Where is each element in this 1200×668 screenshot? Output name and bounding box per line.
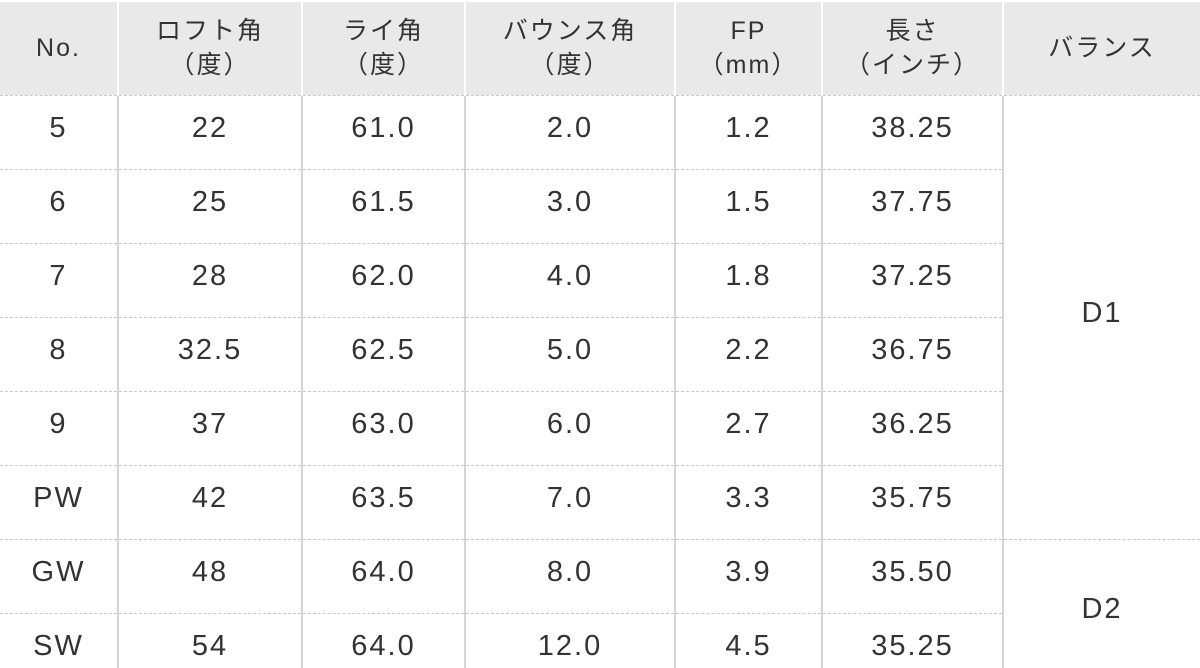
header-cell-no: No.	[0, 0, 118, 96]
header-label: ライ角	[342, 17, 424, 46]
cell-no: 9	[0, 390, 118, 465]
header-cell-length: 長さ （インチ）	[821, 0, 1003, 96]
cell-loft: 37	[117, 390, 302, 465]
header-label: バランス	[1048, 34, 1156, 63]
cell-lie: 64.0	[301, 538, 465, 613]
cell-loft: 25	[117, 168, 302, 243]
cell-loft: 48	[117, 538, 302, 613]
cell-length: 35.75	[821, 464, 1003, 539]
cell-fp: 1.8	[674, 242, 822, 317]
cell-no: 5	[0, 94, 118, 169]
cell-length: 38.25	[821, 94, 1003, 169]
header-row: No. ロフト角 （度） ライ角 （度） バウンス角 （度） FP （mm	[0, 0, 1200, 96]
header-label: ロフト角	[155, 17, 264, 46]
header-cell-loft: ロフト角 （度）	[117, 0, 302, 96]
cell-fp: 3.3	[674, 464, 822, 539]
cell-bounce: 3.0	[464, 168, 675, 243]
cell-loft: 32.5	[117, 316, 302, 391]
cell-bounce: 5.0	[464, 316, 675, 391]
cell-lie: 62.5	[301, 316, 465, 391]
cell-length: 36.25	[821, 390, 1003, 465]
header-label: （度）	[342, 51, 424, 80]
table-row-6: 6 25 61.5 3.0 1.5 37.75	[0, 168, 1200, 243]
cell-bounce: 12.0	[464, 612, 675, 668]
cell-loft: 42	[117, 464, 302, 539]
cell-lie: 61.0	[301, 94, 465, 169]
header-cell-lie: ライ角 （度）	[301, 0, 465, 96]
cell-length: 37.75	[821, 168, 1003, 243]
header-cell-fp: FP （mm）	[674, 0, 822, 96]
cell-fp: 4.5	[674, 612, 822, 668]
cell-loft: 28	[117, 242, 302, 317]
cell-lie: 62.0	[301, 242, 465, 317]
cell-no: 8	[0, 316, 118, 391]
cell-lie: 63.5	[301, 464, 465, 539]
cell-no: SW	[0, 612, 118, 668]
table-row-sw: SW 54 64.0 12.0 4.5 35.25	[0, 612, 1200, 668]
cell-fp: 3.9	[674, 538, 822, 613]
table-row-7: 7 28 62.0 4.0 1.8 37.25	[0, 242, 1200, 317]
cell-loft: 22	[117, 94, 302, 169]
cell-fp: 2.7	[674, 390, 822, 465]
cell-lie: 63.0	[301, 390, 465, 465]
table-row-9: 9 37 63.0 6.0 2.7 36.25	[0, 390, 1200, 465]
cell-bounce: 7.0	[464, 464, 675, 539]
header-label: （度）	[169, 51, 251, 80]
cell-lie: 64.0	[301, 612, 465, 668]
header-label: FP	[730, 17, 767, 46]
cell-bounce: 4.0	[464, 242, 675, 317]
table-row-5: 5 22 61.0 2.0 1.2 38.25 D1	[0, 94, 1200, 539]
cell-no: GW	[0, 538, 118, 613]
header-cell-balance: バランス	[1002, 0, 1200, 96]
cell-bounce: 6.0	[464, 390, 675, 465]
cell-length: 36.75	[821, 316, 1003, 391]
table-row-8: 8 32.5 62.5 5.0 2.2 36.75	[0, 316, 1200, 391]
header-cell-bounce: バウンス角 （度）	[464, 0, 675, 96]
header-label: No.	[36, 34, 81, 63]
cell-fp: 1.5	[674, 168, 822, 243]
cell-fp: 1.2	[674, 94, 822, 169]
cell-bounce: 2.0	[464, 94, 675, 169]
cell-no: 6	[0, 168, 118, 243]
balance-cell-d1: D1	[1002, 94, 1200, 539]
header-label: （インチ）	[844, 51, 980, 80]
header-label: バウンス角	[502, 17, 638, 46]
cell-length: 37.25	[821, 242, 1003, 317]
cell-length: 35.50	[821, 538, 1003, 613]
table-row-gw: GW 48 64.0 8.0 3.9 35.50 D2	[0, 538, 1200, 668]
cell-fp: 2.2	[674, 316, 822, 391]
table-row-pw: PW 42 63.5 7.0 3.3 35.75	[0, 464, 1200, 539]
header-label: （度）	[529, 51, 611, 80]
cell-no: PW	[0, 464, 118, 539]
cell-bounce: 8.0	[464, 538, 675, 613]
balance-cell-d2: D2	[1002, 538, 1200, 668]
header-label: 長さ	[885, 17, 940, 46]
header-label: （mm）	[698, 51, 799, 80]
cell-length: 35.25	[821, 612, 1003, 668]
cell-loft: 54	[117, 612, 302, 668]
cell-no: 7	[0, 242, 118, 317]
cell-lie: 61.5	[301, 168, 465, 243]
